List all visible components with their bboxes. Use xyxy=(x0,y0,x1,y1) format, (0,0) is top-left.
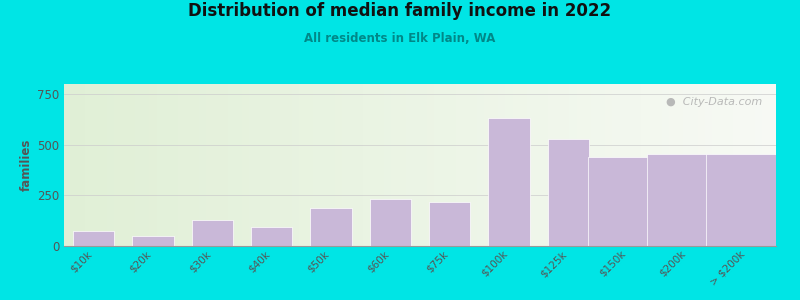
Bar xyxy=(370,200,411,246)
Bar xyxy=(73,231,114,246)
Text: Distribution of median family income in 2022: Distribution of median family income in … xyxy=(189,2,611,20)
Bar xyxy=(429,202,470,246)
Bar xyxy=(647,154,727,246)
Bar xyxy=(132,236,174,246)
Bar xyxy=(547,139,589,246)
Y-axis label: families: families xyxy=(20,139,33,191)
Bar xyxy=(310,208,352,246)
Bar xyxy=(488,118,530,246)
Text: ●  City-Data.com: ● City-Data.com xyxy=(666,97,762,107)
Bar xyxy=(191,220,233,246)
Bar xyxy=(251,227,293,246)
Bar xyxy=(706,154,786,246)
Bar xyxy=(588,157,668,246)
Text: All residents in Elk Plain, WA: All residents in Elk Plain, WA xyxy=(304,32,496,44)
